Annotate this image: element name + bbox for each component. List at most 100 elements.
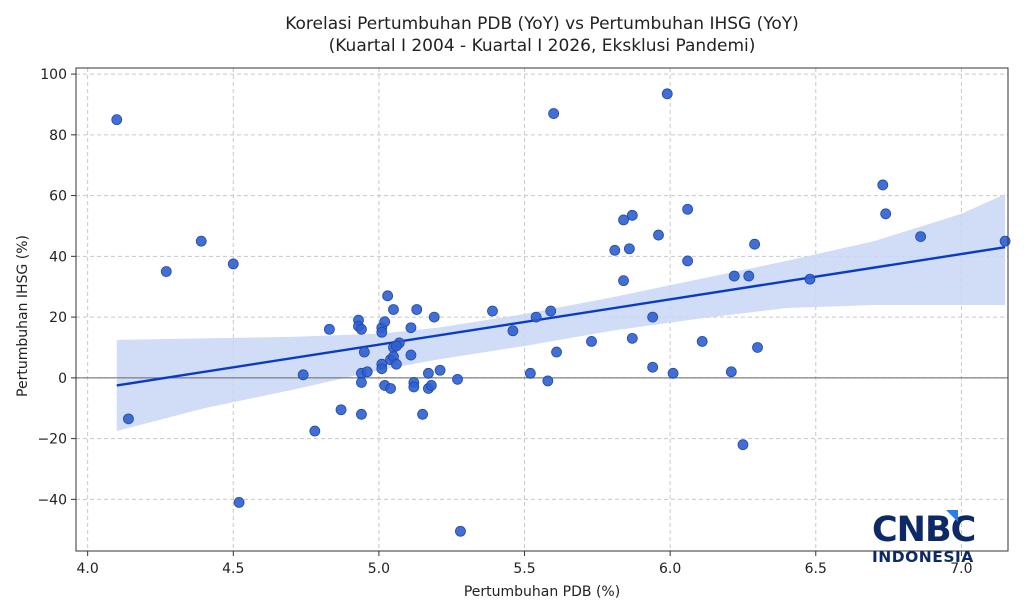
data-point: [487, 305, 498, 317]
data-point: [233, 496, 245, 508]
data-point: [195, 235, 207, 247]
data-point: [452, 373, 463, 385]
data-point: [749, 238, 761, 250]
x-tick-label: 5.5: [513, 561, 535, 577]
data-point: [626, 332, 638, 344]
data-point: [530, 311, 542, 323]
data-point: [725, 366, 737, 378]
data-point: [661, 88, 673, 100]
y-tick-label: 20: [49, 310, 67, 326]
data-point: [335, 404, 347, 416]
y-tick-label: 0: [58, 371, 67, 387]
x-tick-label: 5.0: [368, 561, 390, 577]
data-point: [428, 311, 440, 323]
data-point: [455, 525, 466, 537]
x-tick-label: 6.5: [805, 561, 827, 577]
data-point: [379, 316, 391, 328]
data-point: [297, 369, 309, 381]
regression-line: [116, 246, 1006, 387]
confidence-band: [116, 194, 1006, 432]
data-point: [323, 323, 335, 335]
data-point: [880, 208, 892, 220]
data-point: [227, 258, 239, 270]
data-point: [111, 114, 123, 126]
data-point: [737, 439, 749, 451]
data-point: [647, 361, 659, 373]
x-tick-label: 6.0: [659, 561, 681, 577]
data-point: [667, 367, 679, 379]
data-point: [390, 358, 402, 370]
y-tick-label: 100: [40, 67, 67, 83]
data-point: [376, 326, 388, 338]
data-point: [356, 323, 367, 335]
data-point: [405, 349, 417, 361]
data-point: [609, 244, 621, 256]
grid: [76, 68, 1008, 551]
data-point: [752, 342, 763, 353]
data-point: [804, 273, 816, 285]
y-axis-ticks: −40 −20 0 20 40 60 80 100: [37, 67, 76, 508]
data-point: [877, 179, 889, 191]
data-point: [405, 322, 417, 334]
data-point: [382, 290, 394, 302]
data-point: [586, 335, 597, 347]
confidence-band-layer: [116, 194, 1006, 432]
data-point: [358, 346, 370, 358]
data-point: [696, 335, 708, 347]
data-point: [542, 375, 554, 387]
logo-triangle-icon: [946, 510, 958, 522]
data-point: [356, 377, 367, 388]
y-tick-label: −40: [37, 492, 67, 508]
cnbc-indonesia-logo: CNBC INDONESIA: [872, 510, 984, 568]
data-point: [423, 367, 434, 379]
plot-frame: [75, 67, 1009, 552]
y-tick-label: 80: [49, 128, 67, 144]
data-point: [160, 266, 172, 277]
data-point: [618, 214, 629, 226]
data-point: [728, 270, 740, 282]
data-point: [376, 363, 388, 375]
data-point: [545, 305, 557, 317]
data-point: [425, 380, 437, 391]
data-point: [548, 108, 560, 119]
data-point: [123, 413, 134, 425]
data-point: [434, 364, 446, 376]
x-axis-ticks: 4.0 4.5 5.0 5.5 6.0 6.5 7.0: [77, 551, 973, 577]
logo-main-text: CNBC: [872, 510, 976, 550]
data-point: [356, 408, 367, 420]
data-point: [524, 367, 536, 379]
y-axis-label: Pertumbuhan IHSG (%): [15, 235, 31, 397]
x-axis-label: Pertumbuhan PDB (%): [464, 584, 620, 600]
y-tick-label: −20: [37, 432, 67, 448]
data-point: [388, 304, 399, 315]
chart-subtitle: (Kuartal I 2004 - Kuartal I 2026, Eksklu…: [329, 36, 756, 56]
data-point: [623, 243, 635, 255]
data-point: [682, 255, 694, 267]
data-point: [507, 325, 519, 337]
data-points: [111, 88, 1011, 537]
data-point: [647, 311, 659, 323]
data-point: [309, 425, 321, 437]
data-point: [551, 346, 562, 358]
logo-sub-text: INDONESIA: [872, 548, 974, 566]
data-point: [618, 275, 629, 287]
regression-line-layer: [116, 246, 1006, 387]
data-point: [385, 383, 396, 394]
chart-title: Korelasi Pertumbuhan PDB (YoY) vs Pertum…: [285, 14, 799, 34]
data-point: [999, 235, 1011, 247]
data-point: [626, 209, 638, 221]
data-point: [915, 231, 927, 242]
x-tick-label: 4.5: [222, 561, 244, 577]
x-tick-label: 4.0: [77, 561, 99, 577]
data-point: [361, 366, 373, 378]
y-tick-label: 40: [49, 249, 67, 265]
data-point: [408, 381, 420, 393]
data-point: [653, 229, 664, 241]
data-point: [390, 340, 402, 352]
data-point: [743, 270, 755, 282]
data-point: [411, 304, 423, 315]
x-tick-label: 7.0: [950, 561, 972, 577]
y-tick-label: 60: [49, 189, 67, 205]
data-point: [682, 203, 694, 215]
